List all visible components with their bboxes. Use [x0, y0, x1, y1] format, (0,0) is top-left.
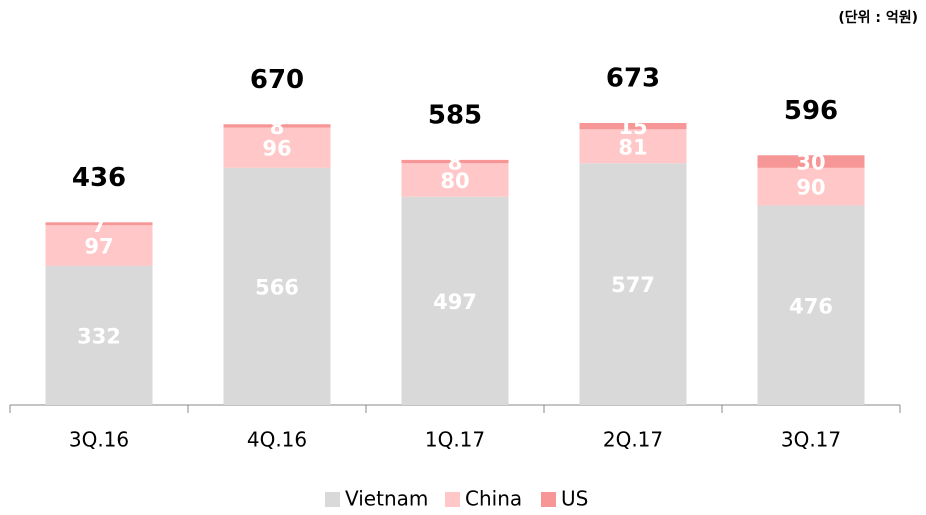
value-label: 8 — [270, 115, 285, 139]
legend-label: China — [465, 487, 522, 511]
value-label: 476 — [789, 294, 833, 318]
total-label: 596 — [784, 96, 838, 126]
legend-swatch — [541, 492, 556, 507]
total-label: 673 — [606, 64, 660, 94]
bar-segment — [223, 124, 331, 128]
bar-segment — [45, 265, 153, 405]
bar-segment — [45, 225, 153, 266]
x-tick-label: 3Q.17 — [781, 428, 841, 452]
value-label: 81 — [618, 135, 647, 159]
value-label: 497 — [433, 290, 477, 314]
bar-segment — [579, 129, 687, 164]
bar-segment — [757, 167, 865, 206]
value-label: 577 — [611, 273, 655, 297]
bar-segment — [401, 196, 509, 405]
value-label: 332 — [77, 324, 121, 348]
bar-segment — [223, 127, 331, 168]
x-tick-label: 2Q.17 — [603, 428, 663, 452]
total-label: 585 — [428, 100, 482, 130]
value-label: 30 — [796, 151, 825, 175]
bar-segment — [757, 155, 865, 168]
value-label: 8 — [448, 151, 463, 175]
bar-segment — [223, 167, 331, 405]
legend-swatch — [445, 492, 460, 507]
x-tick-label: 3Q.16 — [69, 428, 129, 452]
unit-note: (단위 : 억원) — [838, 9, 918, 26]
legend-swatch — [325, 492, 340, 507]
value-label: 80 — [440, 169, 469, 193]
x-tick-label: 4Q.16 — [247, 428, 307, 452]
value-label: 15 — [618, 115, 647, 139]
bar-segment — [401, 159, 509, 164]
bar-segment — [579, 163, 687, 405]
total-label: 436 — [72, 163, 126, 193]
bar-segment — [757, 205, 865, 405]
total-label: 670 — [250, 65, 304, 95]
value-label: 7 — [92, 213, 107, 237]
bar-segment — [401, 163, 509, 197]
bar-segment — [579, 123, 687, 130]
value-label: 90 — [796, 176, 825, 200]
legend-label: Vietnam — [345, 487, 428, 511]
value-label: 566 — [255, 275, 299, 299]
x-tick-label: 1Q.17 — [425, 428, 485, 452]
bar-segment — [45, 222, 153, 226]
value-label: 97 — [84, 235, 113, 259]
legend-label: US — [561, 487, 588, 511]
value-label: 96 — [262, 137, 291, 161]
